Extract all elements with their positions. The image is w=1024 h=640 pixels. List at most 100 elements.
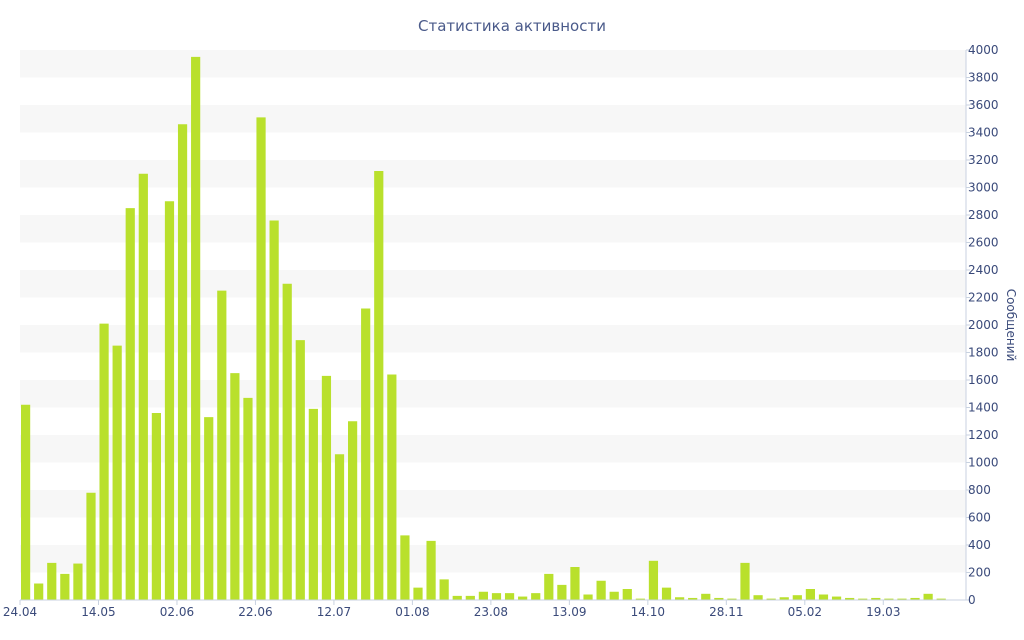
bar xyxy=(609,591,619,600)
bar xyxy=(452,595,462,601)
x-axis-ticks: 24.04 14.05 02.06 22.06 12.07 01.08 23.08 13.09… xyxy=(3,600,900,619)
bar xyxy=(622,589,632,600)
bar xyxy=(308,408,318,601)
bar xyxy=(910,597,920,600)
y-tick-label: 3400 xyxy=(968,126,999,140)
bar xyxy=(125,208,135,601)
bar xyxy=(831,596,842,600)
y-tick-label: 1600 xyxy=(968,373,999,387)
bar xyxy=(374,171,384,600)
bar xyxy=(387,374,397,600)
grid-band xyxy=(20,435,966,463)
y-tick-label: 3000 xyxy=(968,181,999,195)
bar xyxy=(73,563,83,600)
x-tick-label: 24.04 xyxy=(3,605,37,619)
bar xyxy=(701,593,711,600)
bar xyxy=(86,492,96,600)
grid-band xyxy=(20,50,966,78)
bar xyxy=(138,173,148,600)
bar xyxy=(348,421,358,600)
y-axis-ticks: 0 200 400 600 800 1000 1200 1400 1600 1800 2000 220… xyxy=(966,43,999,607)
bar xyxy=(426,540,436,601)
bar xyxy=(47,562,57,601)
bar xyxy=(400,535,410,601)
bar xyxy=(805,589,815,600)
bar xyxy=(361,308,371,600)
x-tick-label: 05.02 xyxy=(788,605,822,619)
bar xyxy=(191,56,201,601)
bars xyxy=(21,56,946,601)
bar xyxy=(570,567,580,600)
y-tick-label: 200 xyxy=(968,566,991,580)
grid-band xyxy=(20,380,966,408)
x-tick-label: 02.06 xyxy=(160,605,194,619)
y-tick-label: 2200 xyxy=(968,291,999,305)
grid-band xyxy=(20,270,966,298)
y-tick-label: 2600 xyxy=(968,236,999,250)
bar xyxy=(217,290,227,601)
x-tick-label: 14.05 xyxy=(81,605,115,619)
bar xyxy=(151,413,161,600)
bar xyxy=(34,583,44,600)
bar xyxy=(688,597,698,600)
grid-band xyxy=(20,545,966,573)
bar xyxy=(295,340,305,601)
bar xyxy=(583,594,593,600)
bar xyxy=(635,598,645,601)
bar xyxy=(491,593,502,601)
y-tick-label: 0 xyxy=(968,593,976,607)
bar xyxy=(897,598,907,601)
y-tick-label: 1400 xyxy=(968,401,999,415)
bar xyxy=(334,454,345,600)
x-tick-label: 23.08 xyxy=(474,605,508,619)
bar xyxy=(871,597,881,600)
y-tick-label: 600 xyxy=(968,511,991,525)
bar xyxy=(99,323,109,600)
bar xyxy=(413,587,423,601)
y-tick-label: 3200 xyxy=(968,153,999,167)
bar xyxy=(256,117,266,600)
y-tick-label: 1800 xyxy=(968,346,999,360)
bar xyxy=(269,220,279,600)
bar xyxy=(465,595,475,601)
bar xyxy=(282,283,292,600)
bar xyxy=(792,595,802,600)
bar xyxy=(923,593,933,600)
y-tick-label: 3600 xyxy=(968,98,999,112)
bar xyxy=(818,594,829,600)
bar xyxy=(531,593,541,601)
y-tick-label: 400 xyxy=(968,538,991,552)
grid-bands xyxy=(20,50,966,573)
bar xyxy=(596,580,606,600)
bar xyxy=(518,596,528,600)
bar xyxy=(21,404,31,600)
bar xyxy=(478,591,488,600)
y-tick-label: 2000 xyxy=(968,318,999,332)
bar xyxy=(204,417,214,601)
x-tick-label: 28.11 xyxy=(709,605,743,619)
bar xyxy=(60,573,70,601)
bar xyxy=(740,562,750,601)
x-tick-label: 01.08 xyxy=(395,605,429,619)
bar xyxy=(845,597,855,600)
y-axis-label: Сообщений xyxy=(1004,289,1018,362)
y-tick-label: 1200 xyxy=(968,428,999,442)
y-tick-label: 3800 xyxy=(968,71,999,85)
x-tick-label: 14.10 xyxy=(631,605,665,619)
y-tick-label: 4000 xyxy=(968,43,999,57)
bar xyxy=(648,560,659,600)
bar xyxy=(544,573,554,601)
x-tick-label: 19.03 xyxy=(866,605,900,619)
bar xyxy=(243,397,253,601)
y-tick-label: 800 xyxy=(968,483,991,497)
bar xyxy=(504,593,515,601)
bar xyxy=(779,597,789,600)
grid-band xyxy=(20,215,966,243)
x-tick-label: 13.09 xyxy=(552,605,586,619)
bar xyxy=(766,598,776,601)
bar xyxy=(177,124,188,600)
grid-band xyxy=(20,490,966,518)
y-tick-label: 2800 xyxy=(968,208,999,222)
bar xyxy=(936,598,946,601)
